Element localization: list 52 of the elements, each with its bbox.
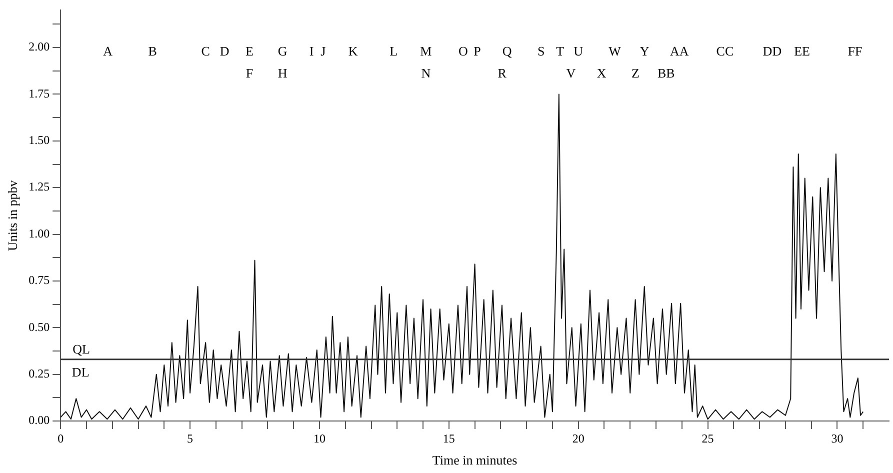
annotation: AA <box>670 44 690 59</box>
y-tick-label: 0.50 <box>28 320 50 334</box>
annotation: A <box>103 44 114 59</box>
annotation: S <box>537 44 545 59</box>
annotation: BB <box>657 66 676 81</box>
annotation: F <box>246 66 254 81</box>
annotation: L <box>390 44 398 59</box>
y-tick-label: 1.00 <box>28 226 50 240</box>
annotation: V <box>566 66 576 81</box>
x-tick-label: 20 <box>572 431 584 446</box>
annotation: DL <box>72 364 90 380</box>
y-tick-label: 0.25 <box>28 366 50 380</box>
annotation: O <box>458 44 468 59</box>
annotation: J <box>320 44 326 59</box>
annotation: G <box>278 44 288 59</box>
annotation: U <box>574 44 584 59</box>
annotation: N <box>421 66 432 81</box>
annotation: Y <box>640 44 650 59</box>
x-tick-label: 15 <box>442 431 455 446</box>
x-tick-label: 5 <box>187 431 194 446</box>
x-tick-label: 0 <box>58 431 64 446</box>
x-axis-title: Time in minutes <box>432 452 518 468</box>
x-tick-label: 30 <box>831 431 844 446</box>
annotation: FF <box>848 44 862 59</box>
y-tick-label: 2.00 <box>28 40 50 54</box>
x-tick-label: 10 <box>313 431 326 446</box>
y-tick-label: 0.00 <box>28 413 50 428</box>
annotation: EE <box>794 44 810 59</box>
annotation: H <box>278 66 288 81</box>
annotation: B <box>148 44 158 59</box>
annotation: X <box>596 66 607 81</box>
y-tick-label: 1.75 <box>28 86 50 100</box>
y-axis-title: Units in ppbv <box>5 180 20 251</box>
annotation: W <box>608 44 622 59</box>
y-tick-label: 1.50 <box>28 133 50 148</box>
annotation: C <box>201 44 210 59</box>
annotation: T <box>556 44 564 59</box>
annotation: I <box>309 44 314 59</box>
annotation: P <box>474 44 481 59</box>
annotation: E <box>246 44 254 59</box>
annotation: R <box>498 66 507 81</box>
x-tick-label: 25 <box>702 431 714 446</box>
y-tick-label: 1.25 <box>28 180 50 194</box>
annotation: DD <box>762 44 782 59</box>
annotation: K <box>348 44 358 59</box>
annotation: D <box>220 44 230 59</box>
annotation: Q <box>502 44 512 59</box>
ref-line-label: QL <box>72 341 90 356</box>
y-tick-label: 0.75 <box>28 273 50 288</box>
annotation: M <box>420 44 432 59</box>
annotation: Z <box>632 66 640 81</box>
annotation: CC <box>716 44 734 59</box>
